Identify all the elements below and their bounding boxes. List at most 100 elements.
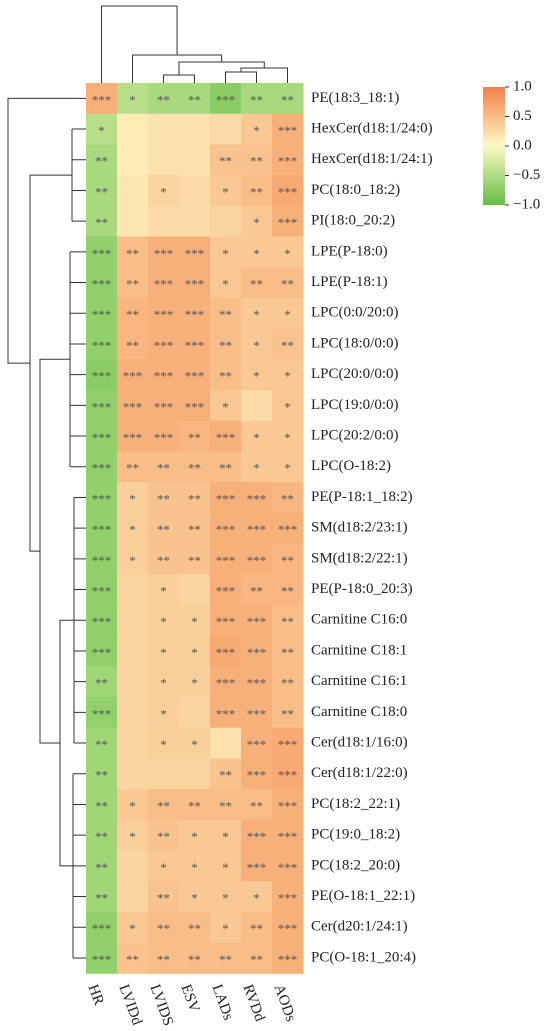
significance-label: ***	[216, 92, 236, 107]
significance-label: ***	[154, 430, 174, 445]
row-label: PE(P-18:0_20:3)	[311, 581, 413, 597]
significance-label: ***	[92, 338, 112, 353]
significance-label: *	[160, 737, 167, 752]
significance-label: ***	[92, 645, 112, 660]
heatmap-cell	[148, 819, 180, 851]
significance-label: *	[222, 860, 229, 875]
heatmap-cell	[241, 144, 273, 176]
heatmap-cell	[272, 83, 304, 115]
heatmap-cell	[210, 144, 242, 176]
significance-label: **	[95, 768, 108, 783]
heatmap-cell	[86, 83, 118, 115]
heatmap-cell	[86, 574, 118, 606]
colorbar-tick-label: 0.0	[513, 137, 532, 153]
significance-label: **	[281, 676, 294, 691]
dendrogram-branch	[73, 496, 86, 744]
column-label: LVIDS	[147, 982, 177, 1028]
heatmap-cell	[148, 881, 180, 913]
heatmap-cell	[272, 942, 304, 974]
significance-label: **	[250, 154, 263, 169]
significance-label: **	[250, 584, 263, 599]
row-label: HexCer(d18:1/24:1)	[311, 151, 433, 167]
heatmap-cell	[86, 819, 118, 851]
heatmap-cell	[117, 727, 149, 759]
significance-label: ***	[278, 215, 298, 230]
heatmap-cell	[241, 574, 273, 606]
significance-label: *	[253, 369, 260, 384]
heatmap-cell	[148, 942, 180, 974]
significance-label: ***	[92, 369, 112, 384]
significance-label: **	[157, 491, 170, 506]
heatmap-cell	[272, 911, 304, 944]
row-label: Cer(d18:1/22:0)	[311, 765, 408, 781]
heatmap-cell	[117, 451, 149, 483]
significance-label: **	[95, 860, 108, 875]
significance-label: *	[253, 123, 260, 138]
row-label: PI(18:0_20:2)	[311, 213, 395, 229]
significance-label: **	[219, 952, 232, 967]
heatmap-cell	[272, 850, 304, 882]
significance-label: ***	[92, 706, 112, 721]
heatmap-cell	[117, 819, 149, 851]
significance-label: *	[191, 614, 198, 629]
heatmap-cell	[117, 574, 149, 606]
significance-label: ***	[92, 307, 112, 322]
significance-label: *	[284, 399, 291, 414]
significance-label: **	[250, 92, 263, 107]
heatmap-cell	[210, 205, 242, 237]
heatmap-cell	[210, 175, 242, 207]
heatmap-cell	[86, 175, 118, 207]
significance-label: ***	[92, 952, 112, 967]
row-label: Carnitine C16:0	[311, 612, 407, 628]
significance-label: *	[191, 645, 198, 660]
dendrogram-branch	[71, 128, 86, 222]
significance-label: *	[129, 491, 136, 506]
significance-label: ***	[278, 184, 298, 199]
heatmap-cell	[210, 543, 242, 575]
significance-label: **	[281, 338, 294, 353]
significance-label: ***	[216, 522, 236, 537]
heatmap-cell	[272, 574, 304, 606]
heatmap-cell	[210, 697, 242, 729]
significance-label: *	[129, 553, 136, 568]
significance-label: *	[253, 430, 260, 445]
significance-label: **	[188, 522, 201, 537]
column-label: HR	[85, 982, 107, 1007]
significance-label: ***	[247, 737, 267, 752]
heatmap-cell	[148, 635, 180, 667]
heatmap-cell	[272, 390, 304, 422]
significance-label: ***	[92, 491, 112, 506]
heatmap-cell	[179, 359, 211, 391]
heatmap-cell	[117, 697, 149, 729]
heatmap-cell	[179, 113, 211, 145]
heatmap-cell	[117, 911, 149, 944]
heatmap-cell	[148, 512, 180, 544]
heatmap-cell	[241, 819, 273, 851]
heatmap-cell	[210, 942, 242, 974]
significance-label: **	[188, 430, 201, 445]
heatmap-cell	[241, 666, 273, 698]
heatmap-cell	[117, 205, 149, 237]
significance-label: ***	[216, 706, 236, 721]
dendrogram-branch	[29, 174, 72, 552]
heatmap-cell	[117, 482, 149, 514]
significance-label: ***	[247, 676, 267, 691]
significance-label: ***	[247, 614, 267, 629]
row-label: PC(18:2_20:0)	[311, 857, 400, 873]
column-label: AODs	[271, 982, 299, 1024]
significance-label: **	[219, 307, 232, 322]
significance-label: ***	[216, 645, 236, 660]
heatmap-cell	[117, 267, 149, 299]
significance-label: ***	[247, 553, 267, 568]
heatmap-cell	[272, 236, 304, 268]
heatmap-cell	[117, 635, 149, 667]
dendrogram-branch	[72, 773, 86, 959]
heatmap-cell	[272, 819, 304, 851]
significance-label: *	[284, 461, 291, 476]
significance-label: **	[250, 921, 263, 936]
heatmap-cell	[86, 267, 118, 299]
colorbar-tick-label: 0.5	[513, 108, 532, 124]
significance-label: *	[129, 798, 136, 813]
heatmap-cell	[179, 574, 211, 606]
heatmap-cell	[117, 144, 149, 176]
